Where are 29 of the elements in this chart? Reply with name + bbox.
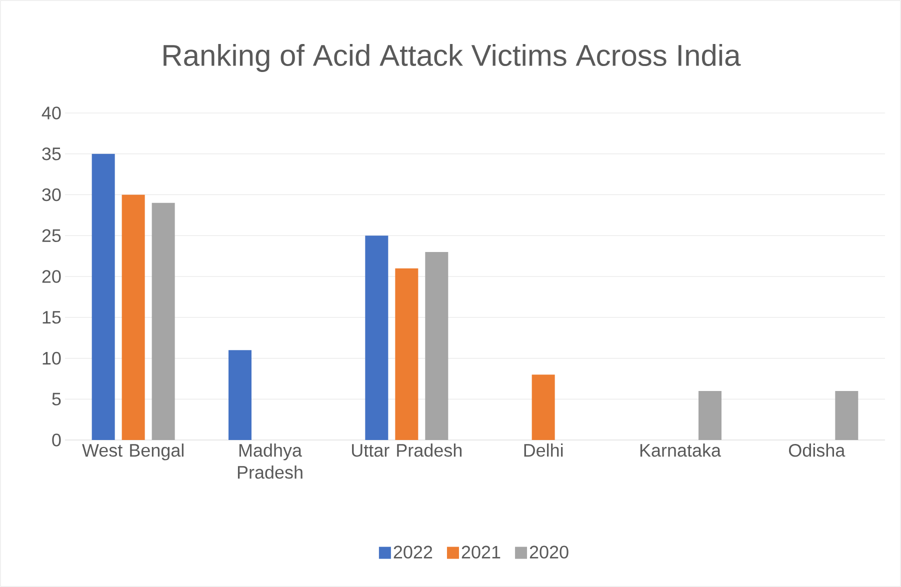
chart-title: Ranking of Acid Attack Victims Across India (164, 44, 741, 72)
x-tick-label: Delhi (524, 444, 563, 457)
x-tick-label: Madhya Pradesh (238, 444, 302, 479)
bar (152, 202, 175, 440)
y-tick-label: 5 (52, 392, 61, 406)
x-tick-label: Karnataka (640, 444, 722, 457)
x-tick-label: Odisha (789, 444, 846, 457)
bar (365, 236, 388, 440)
y-tick-label: 10 (42, 352, 61, 365)
bar (228, 350, 252, 440)
legend-label: 2022 (394, 546, 432, 559)
x-tick-label: West Bengal (82, 444, 184, 460)
y-tick-label: 15 (42, 311, 61, 324)
y-tick-label: 25 (42, 229, 61, 242)
bar (395, 268, 418, 440)
y-tick-label: 40 (42, 106, 61, 120)
y-tick-label: 0 (52, 434, 61, 446)
bar (835, 390, 858, 440)
bar (92, 154, 115, 440)
y-tick-label: 30 (42, 188, 61, 202)
x-tick-label: Uttar Pradesh (352, 444, 462, 457)
bar (698, 390, 722, 440)
legend-label: 2020 (530, 546, 568, 559)
legend-label: 2021 (462, 546, 500, 559)
y-tick-label: 20 (42, 270, 61, 283)
bar (532, 374, 555, 440)
bar (425, 252, 448, 440)
y-tick-label: 35 (42, 147, 61, 160)
bar (122, 194, 145, 440)
